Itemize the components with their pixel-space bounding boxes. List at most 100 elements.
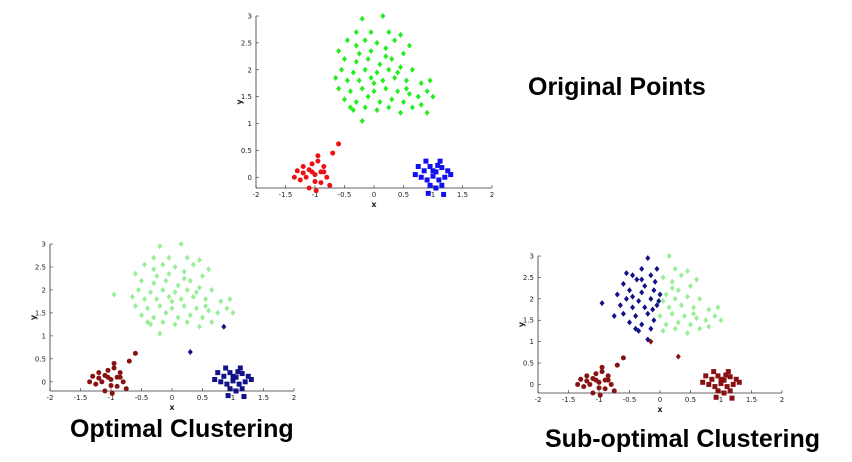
data-point xyxy=(368,29,374,36)
data-point xyxy=(614,362,620,368)
data-point xyxy=(374,39,380,46)
data-point xyxy=(303,174,309,180)
scatter-svg: -2 -1.5 -1 -0.5 0 0.5 1 1.5 2 0 0.5 1 1.5 2 2.5 3 x y xyxy=(235,13,494,210)
data-point xyxy=(651,317,657,324)
data-point xyxy=(593,377,599,383)
data-point xyxy=(694,315,700,322)
data-point xyxy=(697,325,703,332)
data-point xyxy=(448,172,454,178)
data-point xyxy=(291,174,297,180)
data-point xyxy=(166,293,172,300)
data-point xyxy=(650,306,656,313)
data-point xyxy=(663,291,669,298)
data-point xyxy=(196,323,202,330)
data-point xyxy=(427,182,433,188)
data-point xyxy=(648,295,654,302)
data-point xyxy=(157,330,163,337)
data-point xyxy=(652,278,658,285)
data-point xyxy=(200,273,205,280)
data-point xyxy=(421,168,427,174)
data-point xyxy=(386,104,392,111)
data-point xyxy=(342,56,347,62)
data-point xyxy=(248,377,254,383)
y-tick-label: 2.5 xyxy=(523,274,534,282)
data-point xyxy=(151,314,157,321)
data-point xyxy=(148,289,154,296)
data-point xyxy=(648,338,654,345)
data-point xyxy=(105,374,111,380)
y-tick-label: 2 xyxy=(42,286,46,294)
original-points-plot: -2 -1.5 -1 -0.5 0 0.5 1 1.5 2 0 0.5 1 1.5 2 2.5 3 x y xyxy=(235,10,498,210)
data-point xyxy=(608,381,614,387)
data-point xyxy=(627,319,632,326)
data-point xyxy=(221,373,227,379)
data-point xyxy=(721,390,727,396)
data-point xyxy=(90,373,96,379)
data-point xyxy=(312,179,318,185)
data-point xyxy=(224,381,230,387)
x-tick-label: 1 xyxy=(231,394,235,402)
y-axis-label: y xyxy=(235,99,244,105)
data-point xyxy=(239,371,245,377)
data-point xyxy=(184,286,190,293)
x-tick-label: 0.5 xyxy=(197,394,208,402)
data-point xyxy=(623,270,629,277)
data-point xyxy=(425,190,431,196)
data-point xyxy=(729,395,735,401)
data-point xyxy=(117,374,123,380)
data-point xyxy=(712,312,718,319)
data-point xyxy=(178,241,184,247)
data-point xyxy=(353,58,359,65)
data-point xyxy=(441,191,447,197)
y-tick-label: 1 xyxy=(248,120,252,128)
data-point xyxy=(96,370,102,376)
data-point xyxy=(300,164,306,169)
data-point xyxy=(684,330,690,337)
data-point xyxy=(169,305,175,312)
y-tick-label: 3 xyxy=(530,253,534,261)
data-point xyxy=(383,85,389,92)
data-point xyxy=(377,99,383,105)
data-point xyxy=(353,42,359,49)
data-point xyxy=(99,379,105,385)
data-point xyxy=(227,296,233,303)
data-point xyxy=(412,172,418,178)
x-tick-label: 2 xyxy=(292,394,296,402)
data-point xyxy=(151,280,157,287)
data-point xyxy=(721,377,727,383)
data-point xyxy=(154,296,160,303)
data-point xyxy=(111,365,117,371)
data-point xyxy=(599,364,605,370)
data-point xyxy=(587,381,593,387)
data-point xyxy=(436,177,442,183)
data-point xyxy=(395,69,401,76)
data-point xyxy=(245,373,251,379)
data-point xyxy=(102,388,108,394)
data-point xyxy=(703,373,709,379)
data-point xyxy=(108,382,114,388)
optimal-clustering-plot: -2 -1.5 -1 -0.5 0 0.5 1 1.5 2 0 0.5 1 1.5 2 2.5 3 x y xyxy=(29,238,300,413)
data-point xyxy=(362,37,368,44)
data-point xyxy=(724,384,730,390)
data-point xyxy=(660,327,666,334)
y-tick-label: 3 xyxy=(248,13,252,21)
data-point xyxy=(645,255,651,262)
y-tick-label: 0 xyxy=(248,174,252,182)
x-tick-label: -1 xyxy=(596,396,603,404)
data-point xyxy=(581,384,587,390)
data-point xyxy=(221,323,227,330)
data-point xyxy=(424,177,430,183)
data-point xyxy=(190,293,196,300)
data-point xyxy=(584,373,590,379)
data-point xyxy=(620,355,626,361)
data-point xyxy=(727,374,733,380)
x-tick-label: -1 xyxy=(108,394,115,402)
data-point xyxy=(368,74,374,81)
data-point xyxy=(96,375,102,381)
data-point xyxy=(727,388,733,394)
data-point xyxy=(736,379,742,385)
y-axis-label: y xyxy=(517,321,526,327)
data-point xyxy=(87,379,93,385)
y-tick-label: 1 xyxy=(530,338,534,346)
data-point xyxy=(212,377,218,383)
